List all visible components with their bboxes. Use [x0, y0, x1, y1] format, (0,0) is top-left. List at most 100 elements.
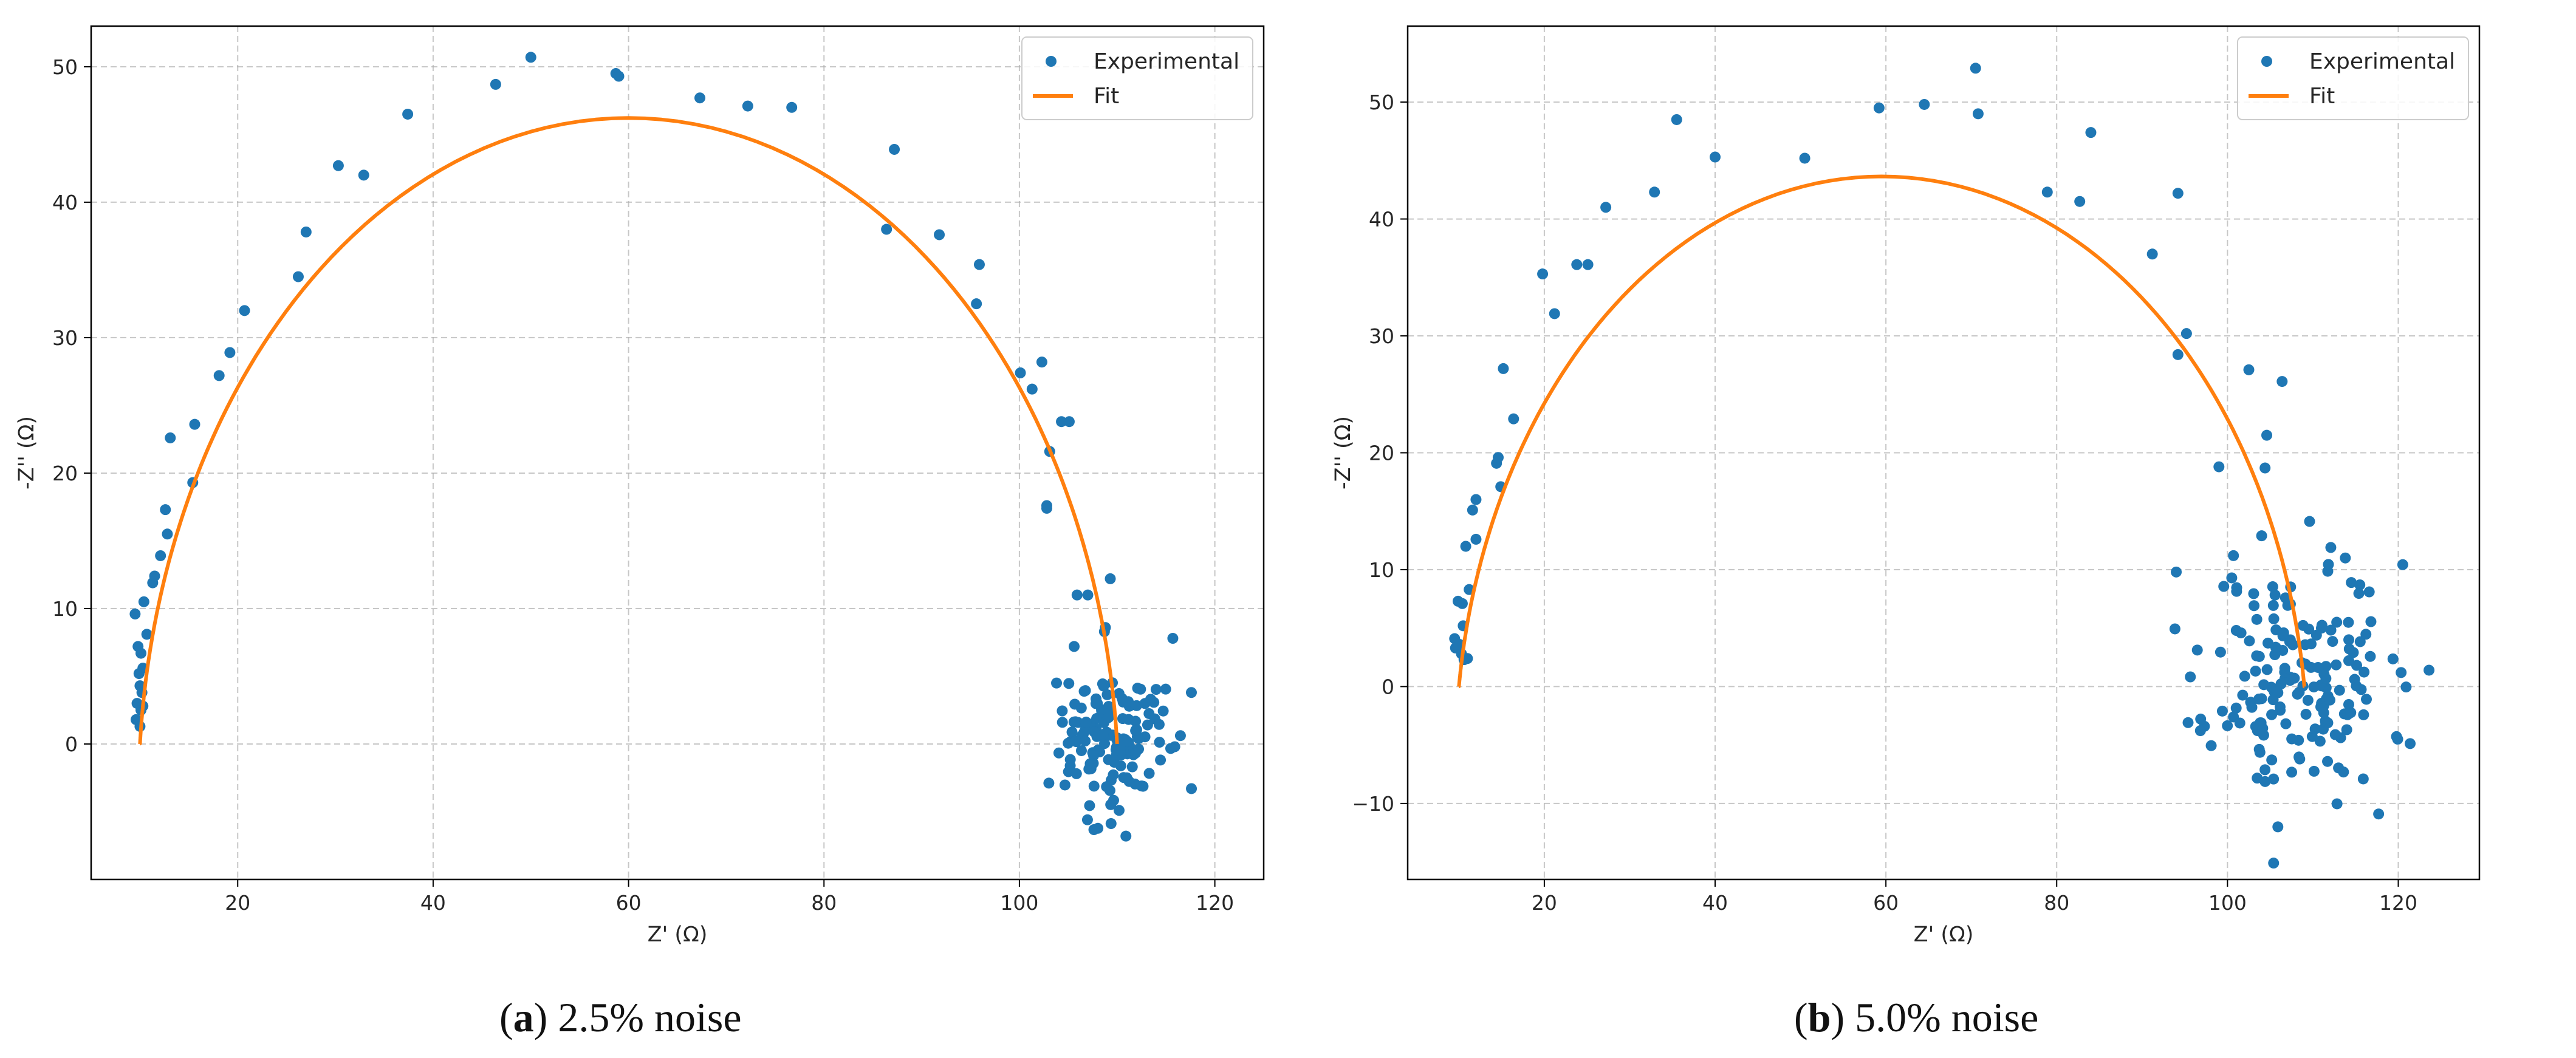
data-point — [1115, 760, 1126, 771]
legend: Experimental Fit — [1021, 36, 1253, 120]
data-point — [1081, 814, 1093, 825]
data-point — [786, 101, 798, 113]
data-point — [2191, 644, 2203, 656]
data-point — [2325, 542, 2337, 553]
data-point — [2329, 729, 2341, 740]
data-point — [1492, 452, 1504, 463]
data-point — [149, 570, 160, 582]
plot-frame — [90, 25, 1265, 881]
x-tick-label: 40 — [420, 891, 446, 915]
data-point — [1131, 700, 1142, 711]
data-point — [1088, 750, 1099, 762]
data-point — [2268, 773, 2280, 785]
data-point — [2243, 364, 2255, 375]
data-point — [1133, 743, 1145, 755]
data-point — [1097, 729, 1109, 740]
x-tick-label: 80 — [2044, 891, 2069, 915]
data-point — [2349, 674, 2360, 685]
data-point — [2074, 196, 2086, 207]
data-point — [2270, 641, 2281, 653]
data-point — [224, 347, 236, 358]
caption-a-letter: a — [513, 994, 534, 1040]
data-point — [292, 271, 304, 282]
data-point — [1799, 152, 1810, 164]
data-point — [2343, 634, 2355, 646]
data-point — [2287, 639, 2298, 650]
data-point — [2256, 530, 2267, 542]
data-point — [2353, 588, 2365, 599]
data-point — [2306, 731, 2318, 742]
data-point — [2272, 821, 2284, 833]
data-point — [2267, 581, 2278, 593]
data-point — [1649, 186, 1660, 198]
data-point — [1143, 768, 1155, 779]
data-point — [2286, 733, 2298, 745]
data-point — [1113, 688, 1125, 699]
data-point — [2325, 624, 2337, 636]
data-point — [1508, 413, 1519, 425]
experimental-series — [1449, 63, 2435, 869]
y-tick-label: 20 — [52, 462, 78, 485]
y-tick-label: 30 — [52, 326, 78, 350]
data-point — [1139, 698, 1151, 709]
data-point — [1470, 533, 1482, 545]
data-point — [1063, 678, 1075, 689]
x-tick-label: 60 — [616, 891, 642, 915]
data-point — [1873, 102, 1885, 114]
data-point — [1063, 416, 1075, 428]
data-point — [1135, 683, 1146, 695]
legend-box — [1021, 36, 1253, 120]
data-point — [2261, 664, 2273, 675]
data-point — [1671, 114, 1682, 125]
data-point — [1153, 718, 1165, 730]
data-point — [2250, 665, 2261, 677]
data-point — [889, 143, 900, 155]
data-point — [2172, 188, 2184, 199]
data-point — [239, 305, 250, 316]
data-point — [1088, 780, 1100, 792]
data-point — [2234, 717, 2245, 729]
x-tick-label: 100 — [1000, 891, 1038, 915]
data-point — [1084, 800, 1095, 811]
data-point — [2343, 643, 2355, 655]
data-point — [1123, 776, 1135, 787]
data-point — [2222, 720, 2233, 731]
data-point — [2266, 754, 2278, 766]
data-point — [1160, 683, 1171, 695]
data-point — [2286, 766, 2298, 778]
data-point — [2331, 798, 2343, 810]
data-point — [1070, 768, 1082, 779]
data-point — [138, 596, 149, 607]
data-point — [613, 70, 625, 82]
data-point — [2248, 588, 2259, 599]
data-point — [1174, 730, 1186, 742]
legend: Experimental Fit — [2237, 36, 2469, 120]
data-point — [2305, 638, 2317, 650]
data-point — [2169, 623, 2180, 635]
data-point — [2302, 694, 2314, 706]
data-point — [2251, 613, 2263, 625]
data-point — [141, 629, 152, 640]
data-point — [2346, 577, 2357, 589]
data-point — [694, 92, 705, 104]
data-point — [1126, 761, 1138, 773]
data-point — [1600, 202, 1612, 213]
data-point — [1157, 705, 1169, 717]
data-point — [1167, 633, 1179, 644]
data-point — [1150, 684, 1162, 695]
data-point — [1148, 697, 1160, 708]
data-point — [2274, 701, 2286, 712]
data-point — [2266, 709, 2278, 720]
data-point — [2358, 709, 2369, 720]
data-point — [2358, 666, 2370, 678]
data-point — [1075, 745, 1087, 756]
data-point — [133, 668, 145, 680]
data-point — [2255, 717, 2266, 729]
data-point — [2256, 693, 2267, 705]
x-axis-label: Z' (Ω) — [1914, 923, 1974, 947]
data-point — [2293, 751, 2305, 763]
data-point — [1582, 259, 1594, 270]
data-point — [358, 169, 369, 181]
data-point — [2280, 718, 2292, 729]
data-point — [160, 504, 171, 516]
